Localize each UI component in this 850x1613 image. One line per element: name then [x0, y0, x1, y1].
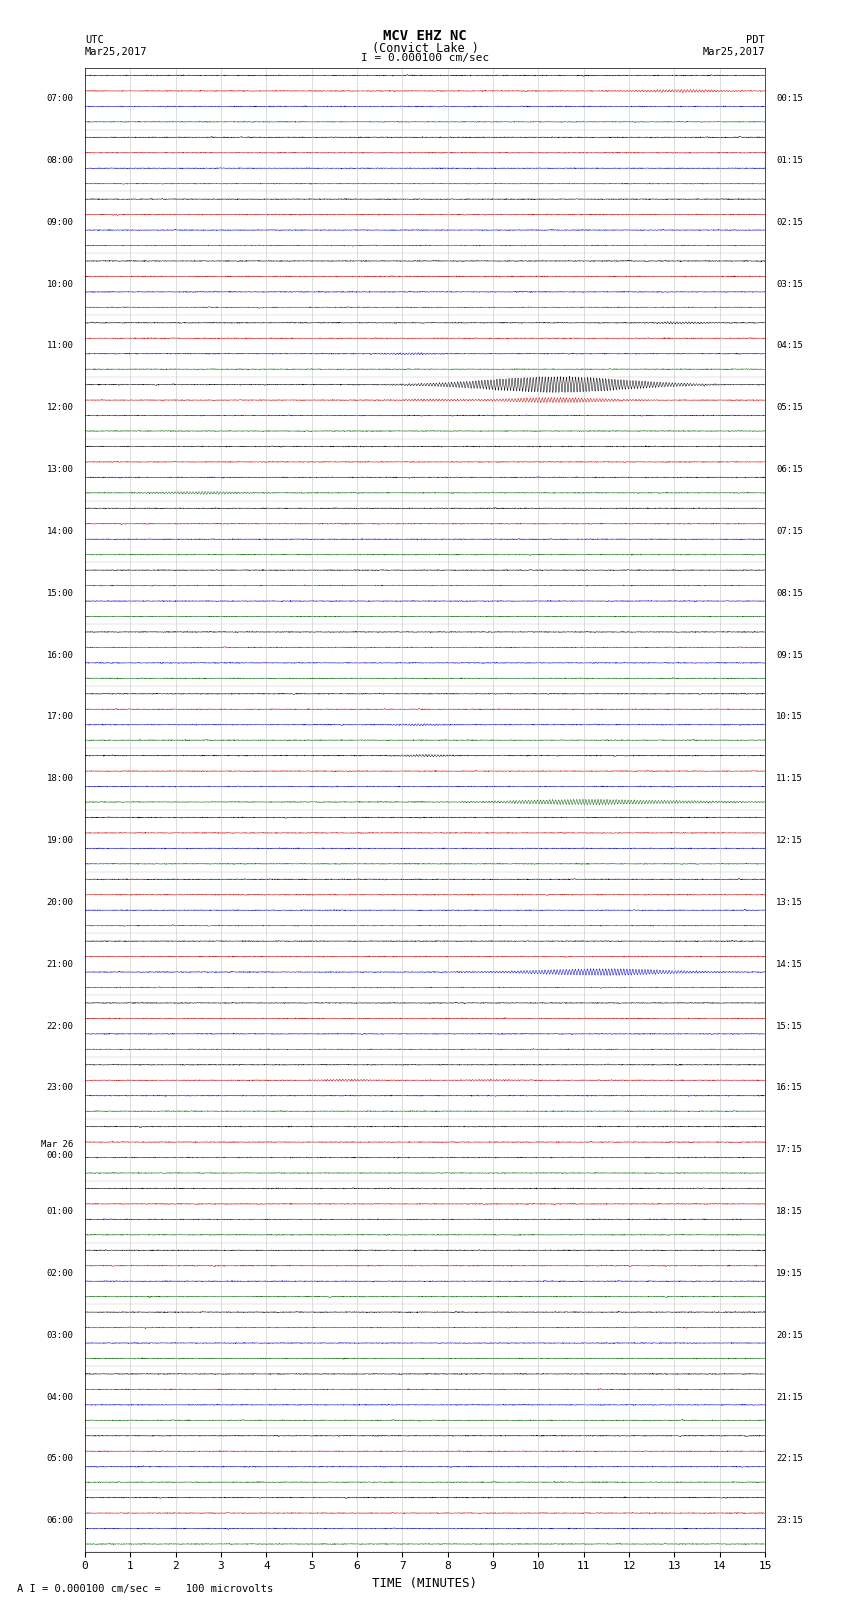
Text: 12:15: 12:15 [776, 836, 803, 845]
Text: 18:00: 18:00 [47, 774, 74, 784]
Text: 03:15: 03:15 [776, 279, 803, 289]
Text: (Convict Lake ): (Convict Lake ) [371, 42, 479, 55]
Text: 02:00: 02:00 [47, 1269, 74, 1277]
Text: 06:15: 06:15 [776, 465, 803, 474]
Text: 07:00: 07:00 [47, 94, 74, 103]
Text: 10:00: 10:00 [47, 279, 74, 289]
Text: 12:00: 12:00 [47, 403, 74, 413]
Text: 16:00: 16:00 [47, 650, 74, 660]
Text: 19:00: 19:00 [47, 836, 74, 845]
Text: 21:00: 21:00 [47, 960, 74, 969]
Text: 23:15: 23:15 [776, 1516, 803, 1526]
Text: 04:00: 04:00 [47, 1392, 74, 1402]
Text: 03:00: 03:00 [47, 1331, 74, 1340]
Text: 08:15: 08:15 [776, 589, 803, 598]
Text: 11:00: 11:00 [47, 342, 74, 350]
Text: 01:00: 01:00 [47, 1207, 74, 1216]
Text: 14:00: 14:00 [47, 527, 74, 536]
Text: 17:00: 17:00 [47, 713, 74, 721]
X-axis label: TIME (MINUTES): TIME (MINUTES) [372, 1578, 478, 1590]
Text: 20:00: 20:00 [47, 898, 74, 907]
Text: 21:15: 21:15 [776, 1392, 803, 1402]
Text: PDT
Mar25,2017: PDT Mar25,2017 [702, 35, 765, 56]
Text: 23:00: 23:00 [47, 1084, 74, 1092]
Text: 18:15: 18:15 [776, 1207, 803, 1216]
Text: 08:00: 08:00 [47, 156, 74, 165]
Text: 16:15: 16:15 [776, 1084, 803, 1092]
Text: 13:15: 13:15 [776, 898, 803, 907]
Text: 20:15: 20:15 [776, 1331, 803, 1340]
Text: UTC
Mar25,2017: UTC Mar25,2017 [85, 35, 148, 56]
Text: 15:00: 15:00 [47, 589, 74, 598]
Text: 22:15: 22:15 [776, 1455, 803, 1463]
Text: 11:15: 11:15 [776, 774, 803, 784]
Text: 05:00: 05:00 [47, 1455, 74, 1463]
Text: A I = 0.000100 cm/sec =    100 microvolts: A I = 0.000100 cm/sec = 100 microvolts [17, 1584, 273, 1594]
Text: 01:15: 01:15 [776, 156, 803, 165]
Text: 09:00: 09:00 [47, 218, 74, 227]
Text: I = 0.000100 cm/sec: I = 0.000100 cm/sec [361, 53, 489, 63]
Text: MCV EHZ NC: MCV EHZ NC [383, 29, 467, 44]
Text: 10:15: 10:15 [776, 713, 803, 721]
Text: 07:15: 07:15 [776, 527, 803, 536]
Text: Mar 26
00:00: Mar 26 00:00 [42, 1140, 74, 1160]
Text: 00:15: 00:15 [776, 94, 803, 103]
Text: 22:00: 22:00 [47, 1021, 74, 1031]
Text: 17:15: 17:15 [776, 1145, 803, 1155]
Text: 09:15: 09:15 [776, 650, 803, 660]
Text: 02:15: 02:15 [776, 218, 803, 227]
Text: 14:15: 14:15 [776, 960, 803, 969]
Text: 06:00: 06:00 [47, 1516, 74, 1526]
Text: 19:15: 19:15 [776, 1269, 803, 1277]
Text: 13:00: 13:00 [47, 465, 74, 474]
Text: 04:15: 04:15 [776, 342, 803, 350]
Text: 05:15: 05:15 [776, 403, 803, 413]
Text: 15:15: 15:15 [776, 1021, 803, 1031]
